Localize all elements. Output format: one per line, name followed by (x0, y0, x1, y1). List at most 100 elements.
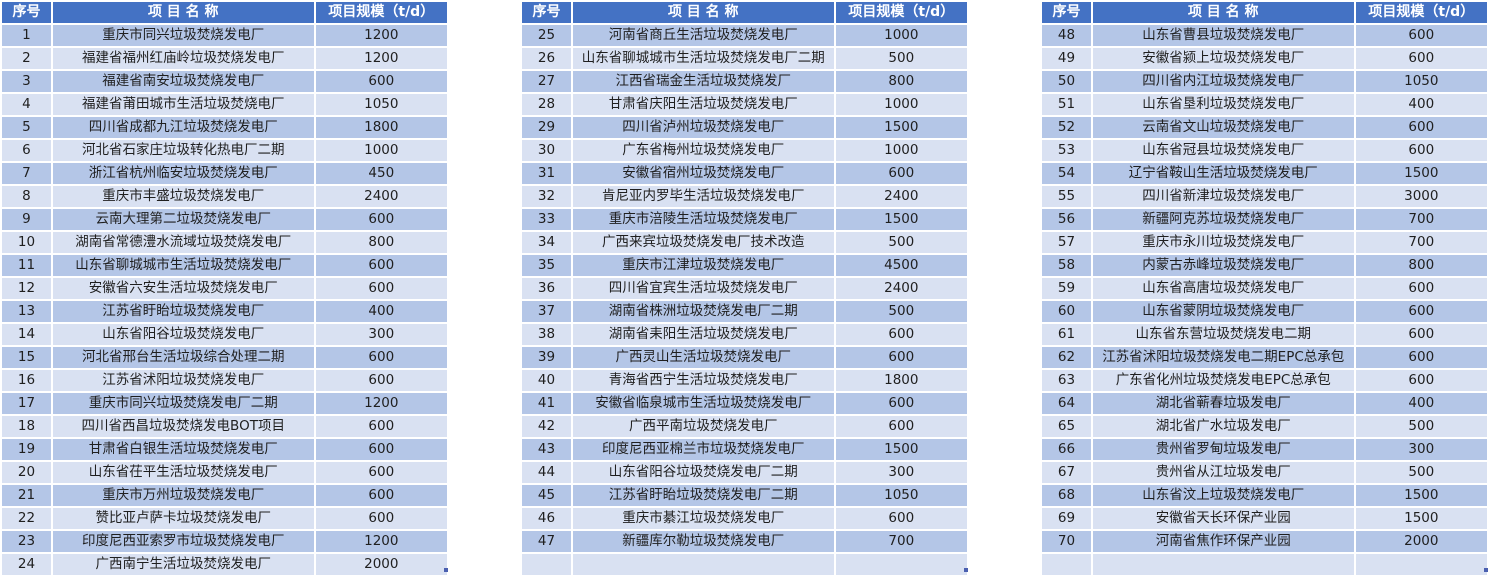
cell-scale[interactable]: 600 (833, 322, 970, 347)
cell-no[interactable]: 54 (1040, 161, 1093, 186)
header-no[interactable]: 序号 (0, 0, 53, 25)
cell-scale[interactable]: 600 (833, 414, 970, 439)
cell-scale[interactable]: 1500 (1353, 506, 1490, 531)
cell-name[interactable]: 甘肃省庆阳生活垃圾焚烧发电厂 (570, 92, 836, 117)
cell-no[interactable] (520, 552, 573, 577)
cell-scale[interactable]: 500 (833, 230, 970, 255)
header-scale[interactable]: 项目规模（t/d） (313, 0, 450, 25)
cell-scale[interactable]: 600 (313, 483, 450, 508)
cell-name[interactable]: 江苏省盱眙垃圾焚烧发电厂二期 (570, 483, 836, 508)
cell-no[interactable]: 9 (0, 207, 53, 232)
cell-scale[interactable]: 600 (313, 276, 450, 301)
cell-scale[interactable]: 1200 (313, 529, 450, 554)
cell-scale[interactable]: 700 (1353, 230, 1490, 255)
cell-no[interactable]: 50 (1040, 69, 1093, 94)
cell-no[interactable] (1040, 552, 1093, 577)
cell-scale[interactable]: 600 (1353, 115, 1490, 140)
cell-scale[interactable]: 600 (1353, 299, 1490, 324)
cell-name[interactable]: 辽宁省鞍山生活垃圾焚烧发电厂 (1090, 161, 1356, 186)
cell-name[interactable]: 山东省阳谷垃圾焚烧发电厂二期 (570, 460, 836, 485)
cell-scale[interactable]: 600 (313, 506, 450, 531)
cell-no[interactable]: 53 (1040, 138, 1093, 163)
cell-name[interactable]: 江西省瑞金生活垃圾焚烧发厂 (570, 69, 836, 94)
cell-no[interactable]: 28 (520, 92, 573, 117)
cell-scale[interactable]: 600 (313, 253, 450, 278)
cell-no[interactable]: 8 (0, 184, 53, 209)
cell-scale[interactable]: 800 (313, 230, 450, 255)
cell-name[interactable]: 江苏省沭阳垃圾焚烧发电厂 (50, 368, 316, 393)
cell-scale[interactable]: 600 (1353, 345, 1490, 370)
cell-scale[interactable]: 300 (313, 322, 450, 347)
cell-scale[interactable]: 1000 (833, 138, 970, 163)
cell-scale[interactable]: 1500 (1353, 483, 1490, 508)
cell-scale[interactable]: 2000 (1353, 529, 1490, 554)
cell-scale[interactable]: 2400 (313, 184, 450, 209)
cell-name[interactable]: 山东省曹县垃圾焚烧发电厂 (1090, 23, 1356, 48)
cell-scale[interactable]: 600 (833, 161, 970, 186)
cell-no[interactable]: 48 (1040, 23, 1093, 48)
cell-no[interactable]: 37 (520, 299, 573, 324)
cell-no[interactable]: 65 (1040, 414, 1093, 439)
cell-no[interactable]: 49 (1040, 46, 1093, 71)
cell-name[interactable] (570, 552, 836, 577)
cell-name[interactable] (1090, 552, 1356, 577)
cell-name[interactable]: 甘肃省白银生活垃圾焚烧发电厂 (50, 437, 316, 462)
cell-name[interactable]: 广东省梅州垃圾焚烧发电厂 (570, 138, 836, 163)
cell-no[interactable]: 6 (0, 138, 53, 163)
cell-name[interactable]: 江苏省沭阳垃圾焚烧发电二期EPC总承包 (1090, 345, 1356, 370)
cell-name[interactable]: 广西来宾垃圾焚烧发电厂技术改造 (570, 230, 836, 255)
cell-no[interactable]: 60 (1040, 299, 1093, 324)
cell-name[interactable]: 安徽省宿州垃圾焚烧发电厂 (570, 161, 836, 186)
cell-name[interactable]: 贵州省罗甸垃圾发电厂 (1090, 437, 1356, 462)
cell-no[interactable]: 42 (520, 414, 573, 439)
cell-scale[interactable]: 600 (1353, 138, 1490, 163)
cell-scale[interactable]: 1800 (313, 115, 450, 140)
cell-no[interactable]: 13 (0, 299, 53, 324)
cell-no[interactable]: 34 (520, 230, 573, 255)
cell-scale[interactable]: 2400 (833, 276, 970, 301)
cell-name[interactable]: 山东省聊城城市生活垃圾焚烧发电厂 (50, 253, 316, 278)
cell-scale[interactable]: 1200 (313, 46, 450, 71)
cell-no[interactable]: 7 (0, 161, 53, 186)
cell-no[interactable]: 30 (520, 138, 573, 163)
cell-name[interactable]: 印度尼西亚棉兰市垃圾焚烧发电厂 (570, 437, 836, 462)
cell-no[interactable]: 57 (1040, 230, 1093, 255)
cell-no[interactable]: 27 (520, 69, 573, 94)
cell-scale[interactable]: 1200 (313, 391, 450, 416)
cell-no[interactable]: 46 (520, 506, 573, 531)
cell-no[interactable]: 69 (1040, 506, 1093, 531)
cell-no[interactable]: 25 (520, 23, 573, 48)
cell-no[interactable]: 14 (0, 322, 53, 347)
cell-no[interactable]: 16 (0, 368, 53, 393)
cell-name[interactable]: 重庆市丰盛垃圾焚烧发电厂 (50, 184, 316, 209)
cell-name[interactable]: 安徽省颍上垃圾焚烧发电厂 (1090, 46, 1356, 71)
cell-name[interactable]: 重庆市同兴垃圾焚烧发电厂 (50, 23, 316, 48)
cell-scale[interactable]: 800 (833, 69, 970, 94)
cell-scale[interactable]: 700 (1353, 207, 1490, 232)
cell-name[interactable]: 湖南省耒阳生活垃圾焚烧发电厂 (570, 322, 836, 347)
cell-name[interactable]: 四川省内江垃圾焚烧发电厂 (1090, 69, 1356, 94)
cell-scale[interactable]: 700 (833, 529, 970, 554)
cell-name[interactable]: 重庆市涪陵生活垃圾焚烧发电厂 (570, 207, 836, 232)
cell-no[interactable]: 32 (520, 184, 573, 209)
cell-scale[interactable]: 600 (313, 207, 450, 232)
cell-name[interactable]: 四川省西昌垃圾焚烧发电BOT项目 (50, 414, 316, 439)
cell-no[interactable]: 35 (520, 253, 573, 278)
cell-scale[interactable]: 600 (1353, 46, 1490, 71)
cell-scale[interactable]: 1000 (313, 138, 450, 163)
cell-scale[interactable]: 1200 (313, 23, 450, 48)
cell-scale[interactable]: 2400 (833, 184, 970, 209)
cell-name[interactable]: 河北省邢台生活垃圾综合处理二期 (50, 345, 316, 370)
cell-name[interactable]: 广西平南垃圾焚烧发电厂 (570, 414, 836, 439)
cell-scale[interactable]: 600 (833, 506, 970, 531)
cell-no[interactable]: 29 (520, 115, 573, 140)
cell-scale[interactable]: 1050 (1353, 69, 1490, 94)
cell-scale[interactable]: 800 (1353, 253, 1490, 278)
header-no[interactable]: 序号 (1040, 0, 1093, 25)
cell-scale[interactable]: 600 (833, 345, 970, 370)
cell-name[interactable]: 河南省商丘生活垃圾焚烧发电厂 (570, 23, 836, 48)
cell-no[interactable]: 38 (520, 322, 573, 347)
cell-scale[interactable]: 500 (833, 299, 970, 324)
cell-no[interactable]: 40 (520, 368, 573, 393)
cell-name[interactable]: 山东省茌平生活垃圾焚烧发电厂 (50, 460, 316, 485)
